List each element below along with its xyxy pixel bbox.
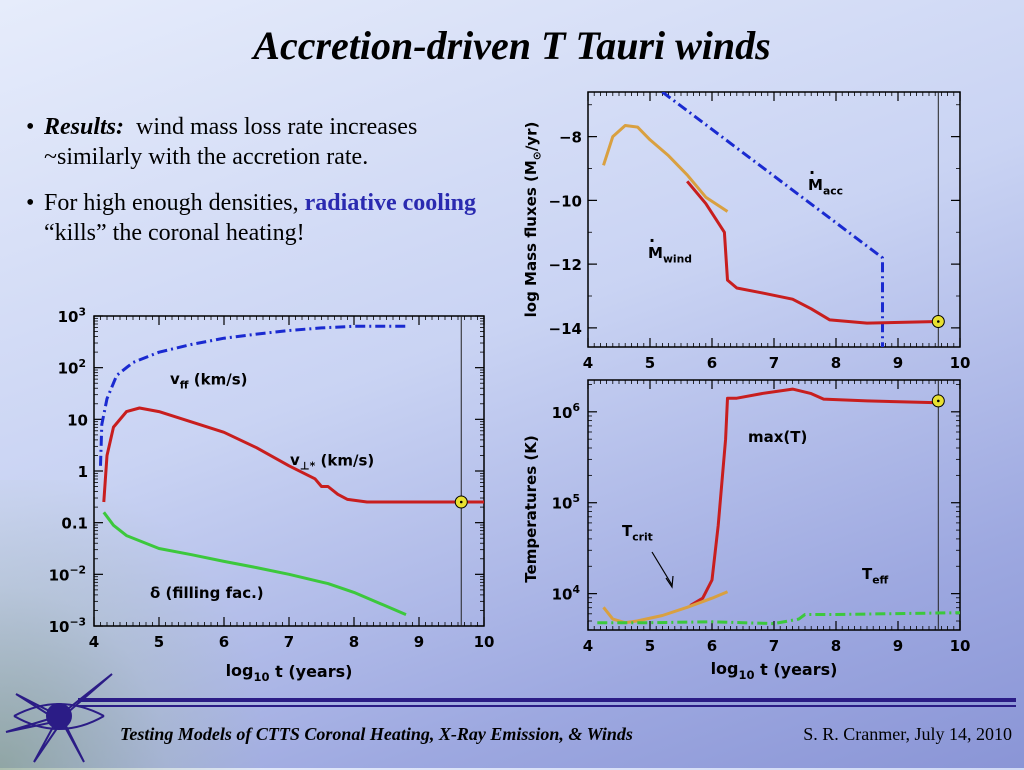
y-tick-label: 10−3 — [49, 615, 86, 636]
bullet-cooling: • For high enough densities, radiative c… — [26, 188, 506, 248]
x-tick-label: 7 — [769, 354, 779, 372]
series-vperp — [102, 406, 484, 504]
x-tick-label: 6 — [707, 354, 717, 372]
x-tick-label: 10 — [950, 637, 971, 655]
x-tick-label: 9 — [893, 354, 903, 372]
x-tick-label: 8 — [831, 637, 841, 655]
y-tick-label: −12 — [549, 256, 582, 274]
bullet-dot-icon: • — [26, 114, 35, 140]
x-tick-label: 5 — [645, 354, 655, 372]
x-tick-label: 9 — [414, 633, 424, 651]
x-tick-label: 5 — [645, 637, 655, 655]
label-tcrit: Tcrit — [622, 522, 653, 544]
y-tick-label: 102 — [58, 357, 86, 378]
sun-marker-dot — [937, 399, 940, 403]
y-tick-label: 10 — [67, 411, 88, 429]
plot-frame — [587, 91, 961, 348]
x-tick-label: 5 — [154, 633, 164, 651]
bullet-results: • Results: wind mass loss rate increases… — [26, 112, 506, 172]
temperature-chart: 4 5 6 7 8 9 10 106 105 104 Temperatures (K) max(T) T… — [522, 379, 971, 682]
x-tick-label: 9 — [893, 637, 903, 655]
x-tick-label: 6 — [707, 637, 717, 655]
series-orange — [602, 124, 729, 213]
x-axis-label: log10 t (years) — [226, 661, 353, 684]
y-axis-label: log Mass fluxes (M⊙/yr) — [522, 122, 544, 318]
label-delta: δ (filling fac.) — [150, 584, 264, 602]
footer-presentation-title: Testing Models of CTTS Coronal Heating, … — [120, 724, 633, 744]
x-tick-label: 10 — [474, 633, 495, 651]
sun-marker-dot — [459, 500, 463, 504]
y-tick-label: 1 — [78, 463, 88, 481]
y-tick-label: 0.1 — [61, 515, 88, 533]
bullet-text: For high enough densities, — [44, 190, 305, 216]
series-delta — [102, 511, 407, 616]
bullet-dot-icon: • — [26, 190, 35, 216]
y-tick-label: 103 — [58, 305, 86, 326]
label-mwind: Mwind — [648, 244, 692, 266]
x-tick-label: 4 — [89, 633, 99, 651]
bullet-text: wind mass loss rate increases ~similarly… — [44, 114, 418, 170]
series-mwind — [686, 180, 939, 325]
plot-frame — [587, 379, 961, 631]
star-logo-icon — [5, 673, 113, 763]
plot-frame — [93, 315, 485, 627]
series-teff — [597, 611, 960, 626]
footer-bar-thin — [78, 705, 1016, 707]
label-macc: Macc — [808, 176, 843, 198]
tcrit-arrow-icon — [651, 551, 673, 586]
y-tick-label: −14 — [549, 320, 582, 338]
label-vff: vff (km/s) — [170, 370, 247, 392]
label-maxT: max(T) — [748, 428, 807, 446]
y-tick-label: 106 — [552, 401, 580, 422]
y-axis-label: Temperatures (K) — [522, 435, 540, 582]
mass-flux-chart: 4 5 6 7 8 9 10 −8 −10 −12 −14 log Mass fluxes (M⊙/y… — [522, 91, 971, 372]
x-tick-label: 4 — [583, 637, 593, 655]
series-maxT — [689, 387, 939, 607]
x-axis-label: log10 t (years) — [711, 659, 838, 682]
footer-bar — [78, 698, 1016, 702]
label-teff: Teff — [862, 565, 889, 587]
footer-author-date: S. R. Cranmer, July 14, 2010 — [803, 724, 1012, 744]
x-tick-label: 8 — [349, 633, 359, 651]
x-tick-label: 10 — [950, 354, 971, 372]
x-tick-label: 6 — [219, 633, 229, 651]
sun-marker-dot — [937, 320, 940, 323]
bullet-text-end: “kills” the coronal heating! — [44, 220, 305, 246]
x-tick-label: 8 — [831, 354, 841, 372]
bullet-highlight: radiative cooling — [304, 190, 476, 216]
label-vperp: v⊥* (km/s) — [290, 451, 374, 473]
series-tcrit — [602, 590, 729, 625]
y-tick-label: 104 — [552, 583, 581, 604]
macc-dot-icon: · — [809, 163, 815, 182]
x-tick-label: 7 — [284, 633, 294, 651]
mwind-dot-icon: · — [649, 231, 655, 250]
slide-title: Accretion-driven T Tauri winds — [253, 23, 771, 68]
y-tick-label: 105 — [552, 492, 580, 513]
bullet-lead: Results: — [44, 114, 125, 140]
series-macc — [661, 92, 884, 347]
y-tick-label: 10−2 — [49, 564, 86, 585]
series-vff — [99, 324, 406, 466]
y-tick-label: −8 — [559, 129, 582, 147]
x-tick-label: 4 — [583, 354, 593, 372]
tcrit-arrowhead-icon — [665, 575, 674, 589]
y-tick-label: −10 — [549, 192, 582, 210]
x-tick-label: 7 — [769, 637, 779, 655]
bullet-list: • Results: wind mass loss rate increases… — [26, 112, 506, 264]
